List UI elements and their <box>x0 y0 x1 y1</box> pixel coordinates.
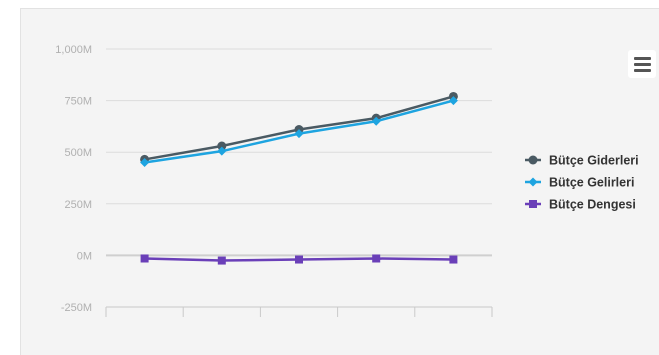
y-tick-label: 750M <box>64 96 92 108</box>
legend-marker <box>528 177 538 187</box>
legend-item-label: Bütçe Dengesi <box>549 198 636 212</box>
data-point <box>295 255 303 264</box>
hamburger-menu-icon-bar <box>633 68 651 72</box>
legend-marker <box>529 200 537 208</box>
legend-item-label: Bütçe Giderleri <box>549 154 639 168</box>
legend-marker <box>528 155 538 165</box>
y-tick-label: 250M <box>64 199 92 211</box>
data-point <box>217 256 226 265</box>
data-point <box>217 141 227 151</box>
data-point <box>294 129 304 139</box>
data-point <box>140 158 150 168</box>
data-point <box>371 116 381 126</box>
hamburger-menu-icon-bar <box>633 62 651 66</box>
y-tick-label: 500M <box>64 147 92 159</box>
legend-item-label: Bütçe Gelirleri <box>549 176 634 190</box>
chart-container <box>20 8 659 355</box>
y-tick-label: 1,000M <box>55 44 92 56</box>
hamburger-menu-icon <box>633 56 651 60</box>
data-point <box>448 96 458 106</box>
data-point <box>140 254 149 263</box>
data-point <box>449 255 458 264</box>
chart-menu-button[interactable] <box>628 50 656 78</box>
y-tick-label: 0M <box>77 250 92 262</box>
data-point <box>217 146 227 156</box>
y-tick-label: -250M <box>61 302 92 314</box>
data-point <box>372 254 381 263</box>
